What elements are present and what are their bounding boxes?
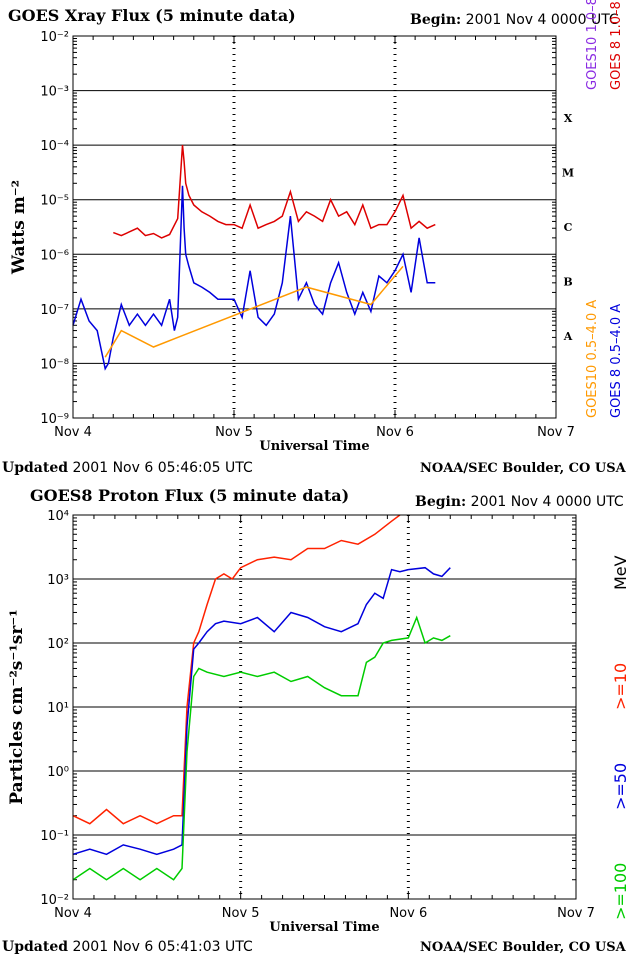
x-tick-label: Nov 4 [54, 906, 92, 921]
x-tick-label: Nov 5 [215, 425, 253, 440]
y-axis-label: Particles cm⁻²s⁻¹sr⁻¹ [7, 609, 27, 804]
proton-begin-label: Begin: [415, 494, 467, 510]
x-tick-label: Nov 6 [389, 906, 427, 921]
proton-title: GOES8 Proton Flux (5 minute data) [30, 486, 350, 505]
xray-begin: Begin: 2001 Nov 4 0000 UTC [410, 12, 619, 28]
legend-entry: GOES10 1.0–8.0 A [585, 0, 600, 90]
x-tick-label: Nov 5 [222, 906, 260, 921]
flare-class-label: A [563, 330, 573, 343]
y-tick-label: 10² [47, 637, 69, 652]
legend-entry: MeV [611, 555, 630, 590]
xray-updated-value: 2001 Nov 6 05:46:05 UTC [72, 460, 253, 476]
y-tick-label: 10¹ [47, 701, 69, 716]
flare-class-label: B [563, 276, 572, 289]
x-axis-label: Universal Time [269, 920, 379, 935]
y-tick-label: 10⁻⁵ [40, 194, 69, 209]
xray-begin-value: 2001 Nov 4 0000 UTC [465, 12, 619, 28]
x-tick-label: Nov 7 [557, 906, 595, 921]
legend-entry: >=10 [611, 663, 630, 710]
y-tick-label: 10⁴ [47, 509, 69, 524]
xray-panel: GOES Xray Flux (5 minute data) Begin: 20… [2, 0, 626, 476]
y-tick-label: 10⁻¹ [40, 829, 69, 844]
y-tick-label: 10⁻² [40, 893, 69, 908]
y-tick-label: 10³ [47, 573, 69, 588]
proton-begin-value: 2001 Nov 4 0000 UTC [470, 494, 624, 510]
series-line [72, 566, 451, 856]
legend-entry: >=50 [611, 763, 630, 810]
series-line [72, 185, 436, 371]
series-line [72, 615, 451, 881]
series-line [72, 514, 401, 825]
x-tick-label: Nov 4 [54, 425, 92, 440]
xray-updated: Updated 2001 Nov 6 05:46:05 UTC [2, 460, 253, 476]
xray-credit: NOAA/SEC Boulder, CO USA [420, 461, 626, 476]
xray-updated-label: Updated [2, 460, 69, 476]
proton-updated-value: 2001 Nov 6 05:41:03 UTC [72, 939, 253, 955]
y-axis-label: Watts m⁻² [9, 180, 29, 275]
legend-entry: GOES 8 0.5–4.0 A [609, 304, 624, 418]
legend-entry: GOES 8 1.0–8.0 A [609, 0, 624, 90]
y-tick-label: 10⁻⁴ [40, 139, 69, 154]
proton-begin: Begin: 2001 Nov 4 0000 UTC [415, 494, 624, 510]
proton-updated-label: Updated [2, 939, 69, 955]
xray-chart: 10⁻⁹ 10⁻⁸ 10⁻⁷ 10⁻⁶ 10⁻⁵ 10⁻⁴ 10⁻³ 10⁻² Nov 4 Nov… [9, 0, 624, 454]
y-tick-label: 10⁻⁹ [40, 412, 69, 427]
flare-class-label: C [564, 221, 573, 234]
x-axis-label: Universal Time [259, 439, 369, 454]
proton-updated: Updated 2001 Nov 6 05:41:03 UTC [2, 939, 253, 955]
y-tick-label: 10⁻⁷ [40, 303, 69, 318]
x-tick-label: Nov 7 [537, 425, 575, 440]
xray-title: GOES Xray Flux (5 minute data) [8, 6, 296, 25]
y-tick-label: 10⁰ [47, 765, 69, 780]
legend-entry: GOES10 0.5–4.0 A [585, 300, 600, 418]
legend-entry: >=100 [611, 863, 630, 920]
plot-frame [72, 35, 557, 419]
plot-frame [72, 514, 577, 900]
proton-panel: GOES8 Proton Flux (5 minute data) Begin:… [0, 480, 640, 960]
flare-class-label: X [564, 112, 573, 125]
xray-begin-label: Begin: [410, 12, 462, 28]
y-tick-label: 10⁻⁸ [40, 357, 69, 372]
y-tick-label: 10⁻⁶ [40, 248, 69, 263]
series-line [113, 145, 436, 239]
x-tick-label: Nov 6 [376, 425, 414, 440]
proton-chart: 10⁻² 10⁻¹ 10⁰ 10¹ 10² 10³ 10⁴ Nov 4 Nov 5 Nov 6 No… [7, 509, 630, 935]
series-line [104, 265, 404, 358]
y-tick-label: 10⁻² [40, 30, 69, 45]
flare-class-label: M [562, 166, 574, 179]
y-tick-label: 10⁻³ [40, 85, 69, 100]
proton-credit: NOAA/SEC Boulder, CO USA [420, 940, 626, 955]
